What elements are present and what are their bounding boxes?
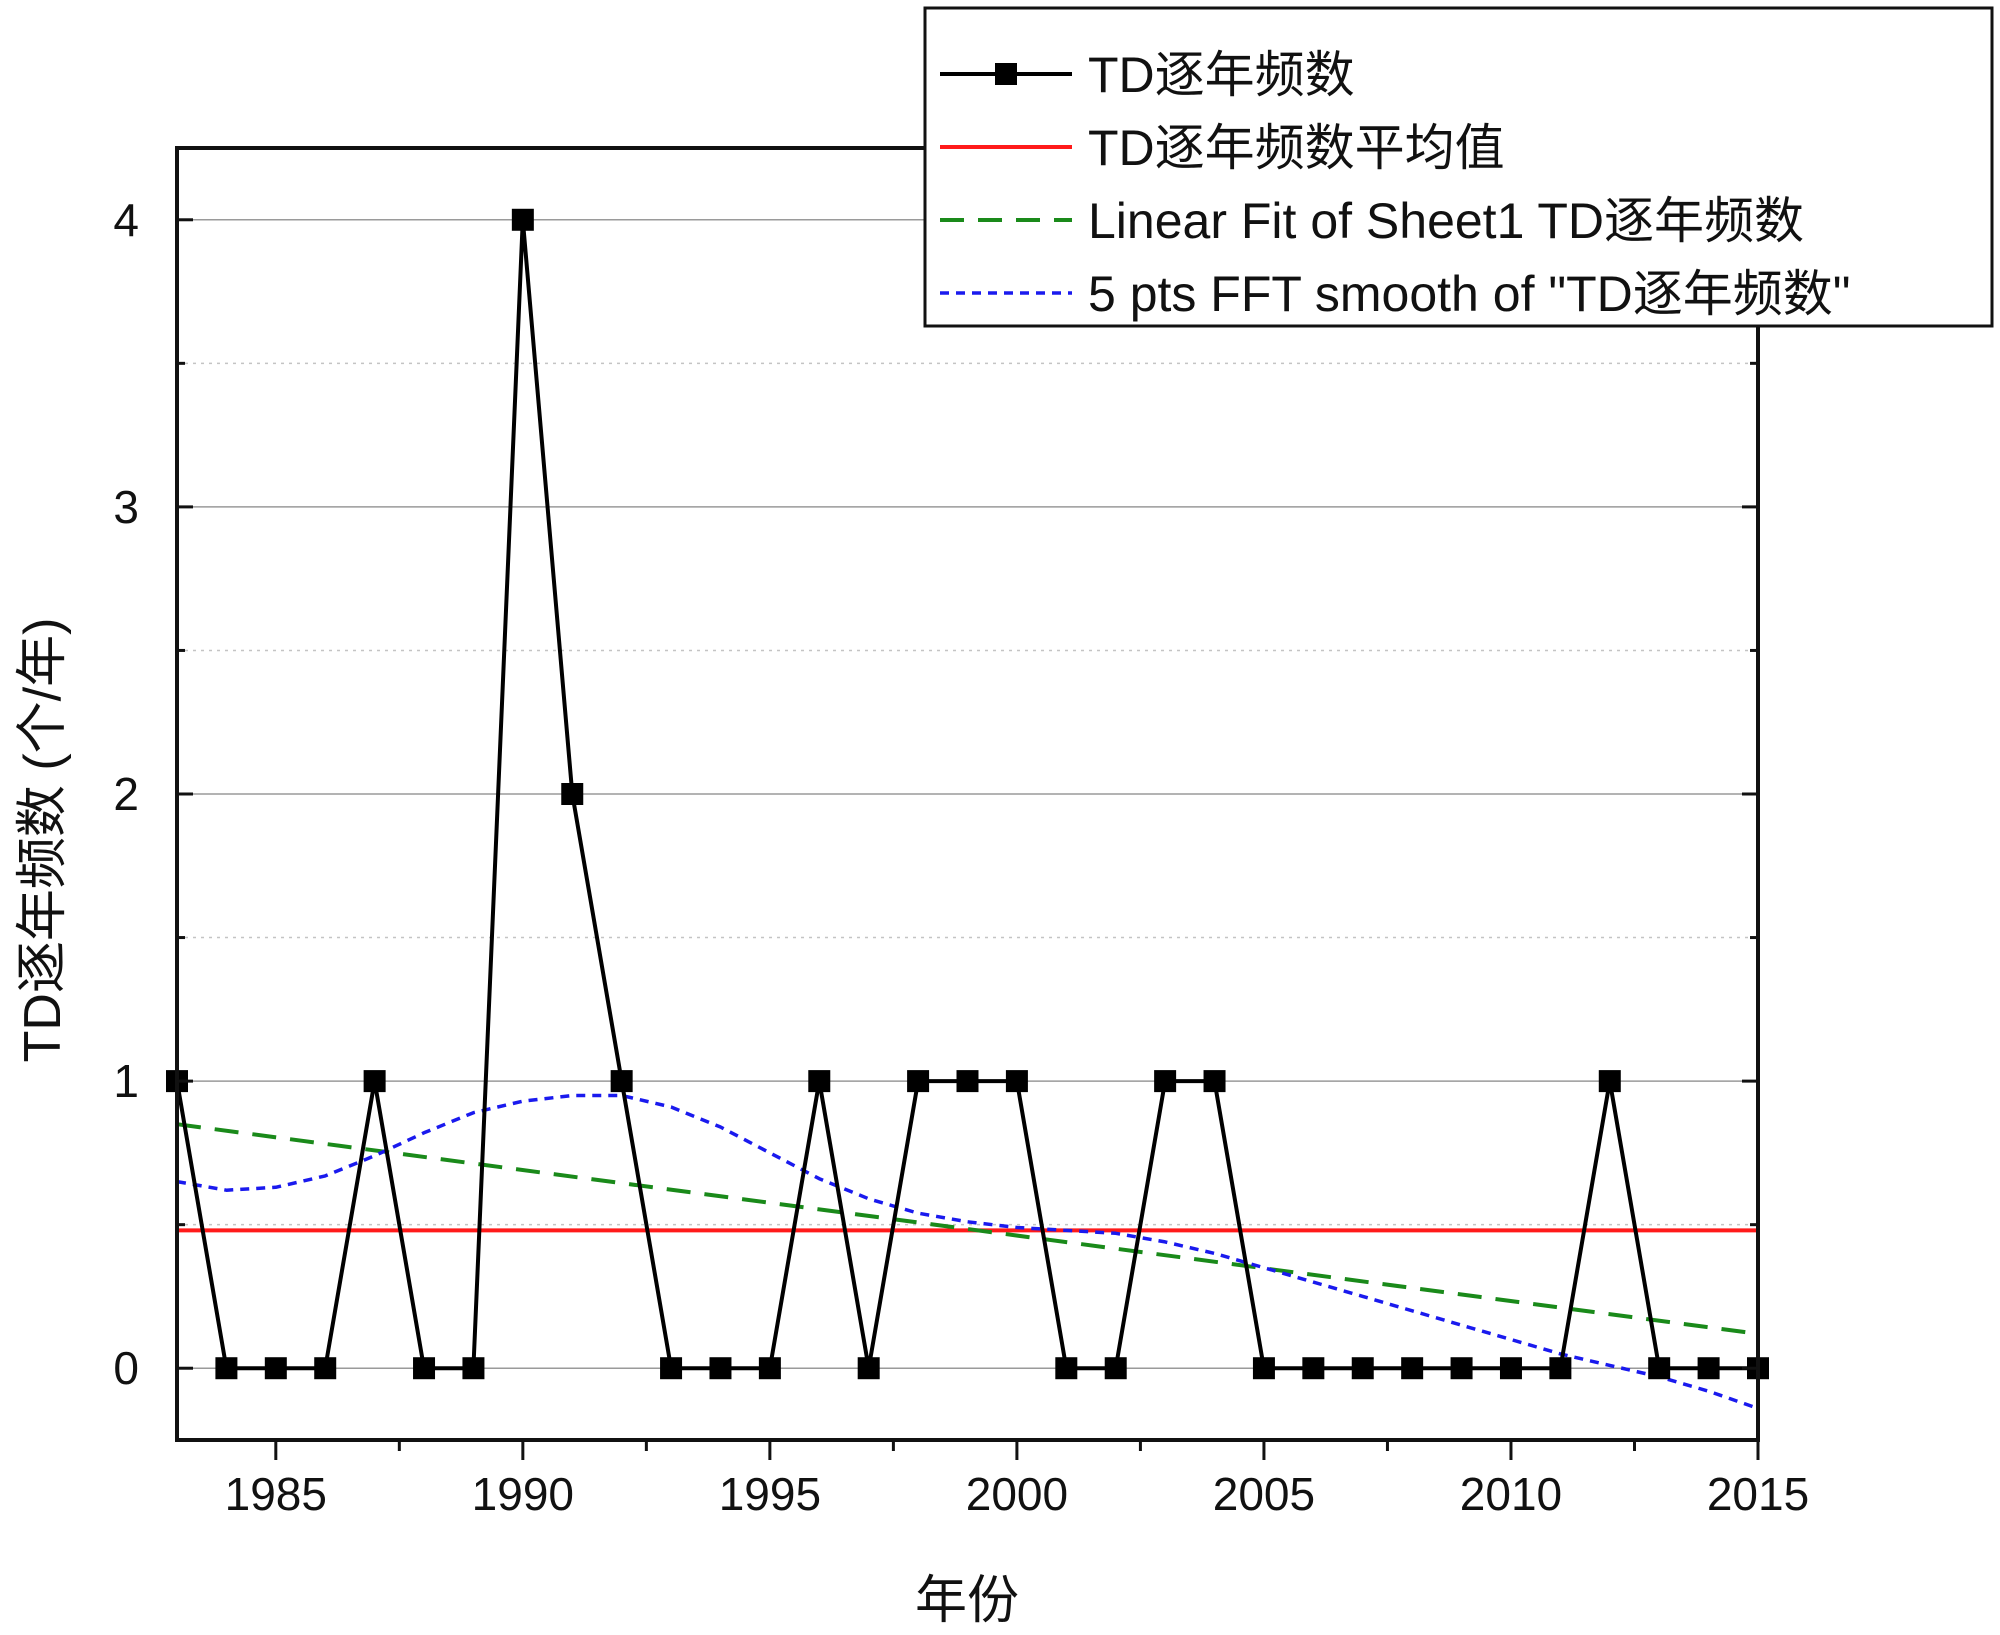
x-tick-label: 2005 — [1213, 1468, 1315, 1520]
data-point-marker — [758, 1357, 781, 1380]
data-point-marker — [610, 1070, 633, 1093]
data-point-marker — [363, 1070, 386, 1093]
y-tick-label: 3 — [113, 481, 139, 533]
y-tick-label: 2 — [113, 768, 139, 820]
y-tick-label: 4 — [113, 194, 139, 246]
data-point-marker — [808, 1070, 831, 1093]
data-point-marker — [1252, 1357, 1275, 1380]
data-point-marker — [1055, 1357, 1078, 1380]
data-point-marker — [956, 1070, 979, 1093]
data-point-marker — [462, 1357, 485, 1380]
series-line-3 — [176, 1093, 1759, 1411]
plot-series — [166, 208, 1769, 1411]
data-point-marker — [1499, 1357, 1522, 1380]
x-tick-label: 1990 — [472, 1468, 574, 1520]
data-point-marker — [1549, 1357, 1572, 1380]
data-point-marker — [857, 1357, 880, 1380]
x-tick-label: 2000 — [966, 1468, 1068, 1520]
axis-ticks: 0 1 2 3 4 1985 1990 1995 2000 2005 2010 2015 — [113, 194, 1809, 1520]
legend-label-1: TD逐年频数平均值 — [1088, 120, 1505, 176]
legend-label-0: TD逐年频数 — [1088, 47, 1355, 103]
y-tick-label: 0 — [113, 1342, 139, 1394]
legend-label-3: 5 pts FFT smooth of "TD逐年频数" — [1088, 266, 1851, 322]
data-point-marker — [660, 1357, 683, 1380]
legend-label-2: Linear Fit of Sheet1 TD逐年频数 — [1088, 193, 1804, 249]
data-point-marker — [1648, 1357, 1671, 1380]
x-tick-label: 1985 — [225, 1468, 327, 1520]
data-point-marker — [215, 1357, 238, 1380]
legend-box — [923, 6, 1994, 328]
legend: TD逐年频数 TD逐年频数平均值 Linear Fit of Sheet1 TD逐年… — [923, 6, 1994, 328]
y-axis-title: TD逐年频数 (个/年) — [14, 618, 72, 1063]
data-point-marker — [1401, 1357, 1424, 1380]
data-point-marker — [1598, 1070, 1621, 1093]
legend-marker — [995, 63, 1017, 85]
data-point-marker — [1005, 1070, 1028, 1093]
data-point-marker — [1697, 1357, 1720, 1380]
data-point-marker — [907, 1070, 930, 1093]
data-point-marker — [1203, 1070, 1226, 1093]
data-point-marker — [1302, 1357, 1325, 1380]
data-point-marker — [314, 1357, 337, 1380]
data-point-marker — [1450, 1357, 1473, 1380]
data-point-marker — [1154, 1070, 1177, 1093]
data-point-marker — [264, 1357, 287, 1380]
data-point-marker — [1104, 1357, 1127, 1380]
data-point-marker — [709, 1357, 732, 1380]
x-tick-label: 1995 — [719, 1468, 821, 1520]
data-point-marker — [1351, 1357, 1374, 1380]
x-tick-label: 2015 — [1707, 1468, 1809, 1520]
data-point-marker — [413, 1357, 436, 1380]
x-tick-label: 2010 — [1460, 1468, 1562, 1520]
x-axis-title: 年份 — [915, 1572, 1019, 1630]
y-tick-label: 1 — [113, 1055, 139, 1107]
data-point-marker — [561, 783, 584, 805]
data-point-marker — [511, 208, 534, 231]
